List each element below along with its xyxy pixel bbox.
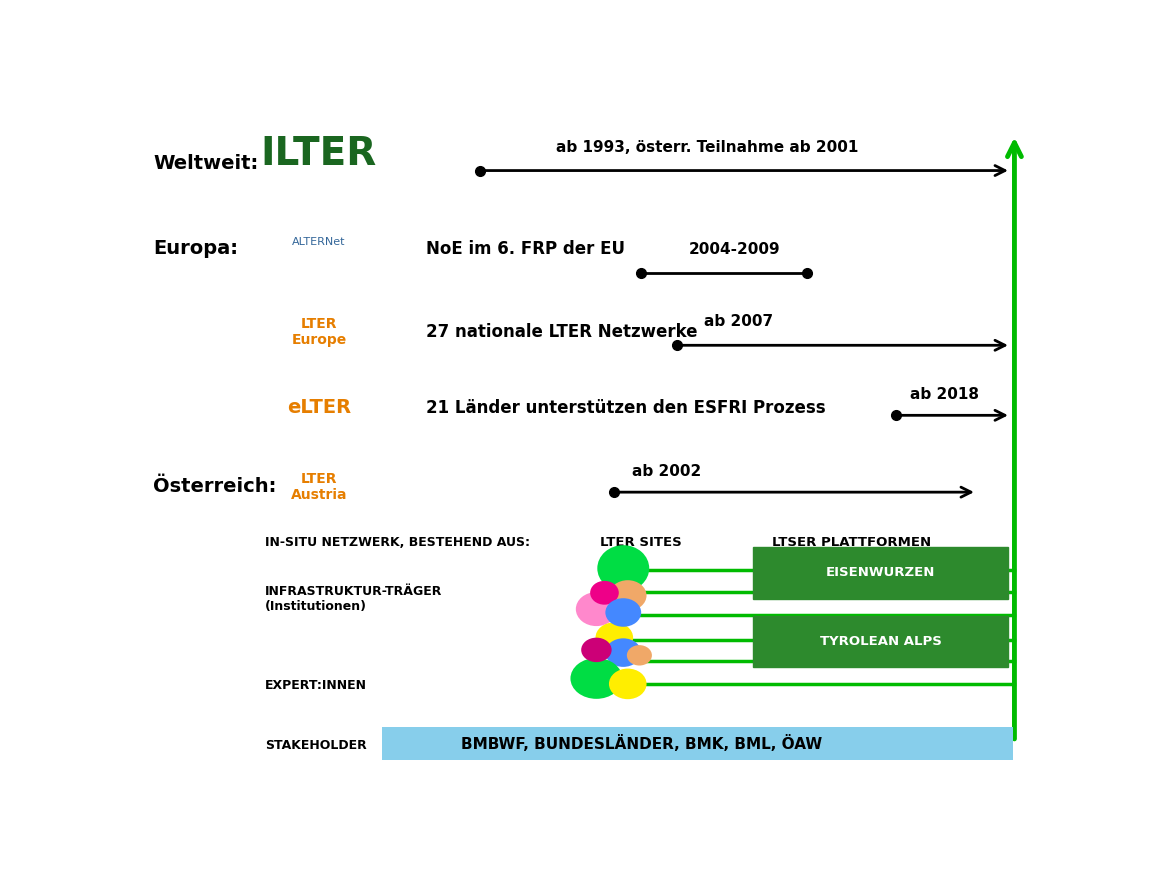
Text: LTSER PLATTFORMEN: LTSER PLATTFORMEN (772, 536, 931, 548)
Text: EISENWURZEN: EISENWURZEN (826, 566, 936, 579)
Ellipse shape (581, 638, 612, 662)
Text: BMBWF, BUNDESLÄNDER, BMK, BML, ÖAW: BMBWF, BUNDESLÄNDER, BMK, BML, ÖAW (461, 736, 822, 752)
Text: ab 2007: ab 2007 (703, 314, 773, 329)
Ellipse shape (597, 545, 649, 592)
Text: Österreich:: Österreich: (154, 477, 277, 496)
Text: ab 1993, österr. Teilnahme ab 2001: ab 1993, österr. Teilnahme ab 2001 (556, 140, 858, 155)
Text: Europa:: Europa: (154, 239, 238, 258)
Text: ILTER: ILTER (261, 134, 377, 172)
Text: eLTER: eLTER (286, 398, 351, 418)
Text: INFRASTRUKTUR-TRÄGER
(Institutionen): INFRASTRUKTUR-TRÄGER (Institutionen) (266, 585, 442, 613)
Text: 27 nationale LTER Netzwerke: 27 nationale LTER Netzwerke (426, 322, 698, 341)
FancyBboxPatch shape (753, 616, 1008, 667)
Ellipse shape (596, 623, 633, 653)
Text: ab 2018: ab 2018 (910, 387, 978, 402)
Ellipse shape (590, 581, 619, 605)
Ellipse shape (627, 645, 651, 666)
Text: LTER
Europe: LTER Europe (291, 317, 346, 347)
Text: Weltweit:: Weltweit: (154, 155, 259, 173)
Text: 2004-2009: 2004-2009 (688, 242, 781, 257)
Ellipse shape (571, 658, 623, 698)
Text: ab 2002: ab 2002 (632, 464, 701, 479)
Text: LTER
Austria: LTER Austria (291, 472, 348, 502)
Text: LTER SITES: LTER SITES (601, 536, 683, 548)
Text: STAKEHOLDER: STAKEHOLDER (266, 738, 367, 751)
Text: TYROLEAN ALPS: TYROLEAN ALPS (820, 635, 941, 648)
Text: NoE im 6. FRP der EU: NoE im 6. FRP der EU (426, 240, 625, 258)
Text: IN-SITU NETZWERK, BESTEHEND AUS:: IN-SITU NETZWERK, BESTEHEND AUS: (266, 536, 530, 548)
Ellipse shape (609, 580, 647, 611)
Text: 21 Länder unterstützen den ESFRI Prozess: 21 Länder unterstützen den ESFRI Prozess (426, 399, 826, 417)
Text: EXPERT:INNEN: EXPERT:INNEN (266, 679, 367, 691)
Ellipse shape (605, 598, 641, 627)
Ellipse shape (609, 668, 647, 699)
Ellipse shape (576, 592, 617, 626)
Text: ALTERNet: ALTERNet (292, 237, 345, 247)
Ellipse shape (605, 638, 641, 667)
FancyBboxPatch shape (753, 547, 1008, 599)
FancyBboxPatch shape (381, 728, 1013, 760)
